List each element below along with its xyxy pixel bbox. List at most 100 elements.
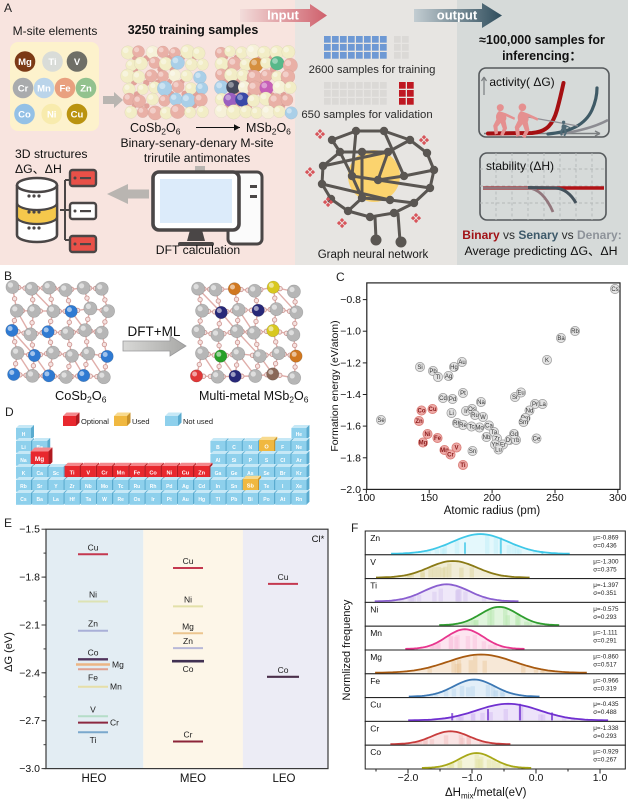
svg-text:Mg: Mg	[370, 652, 382, 662]
svg-text:Mn: Mn	[440, 448, 449, 454]
svg-text:−3.0: −3.0	[19, 763, 40, 775]
svg-text:3D structures: 3D structures	[15, 147, 87, 161]
svg-text:V: V	[454, 446, 458, 452]
svg-text:Re: Re	[117, 497, 124, 503]
svg-text:I: I	[282, 484, 284, 490]
svg-text:Te: Te	[264, 484, 270, 490]
svg-text:Hg: Hg	[198, 497, 205, 503]
svg-text:Binary-senary-denary M-site: Binary-senary-denary M-site	[120, 136, 273, 150]
svg-text:σ=0.488: σ=0.488	[593, 709, 617, 716]
svg-text:Se: Se	[377, 418, 385, 424]
svg-text:DFT+ML: DFT+ML	[128, 324, 181, 339]
svg-text:Ne: Ne	[296, 445, 303, 451]
svg-text:Xe: Xe	[296, 484, 302, 490]
svg-text:Ti: Ti	[90, 735, 97, 745]
svg-text:C: C	[232, 445, 236, 451]
svg-text:Cs: Cs	[611, 287, 618, 293]
svg-text:Tl: Tl	[216, 497, 221, 503]
svg-text:Nb: Nb	[483, 435, 491, 441]
svg-text:K: K	[22, 471, 26, 477]
svg-text:μ=-0.575: μ=-0.575	[593, 606, 619, 613]
svg-text:Os: Os	[134, 497, 141, 503]
svg-text:Cr: Cr	[110, 718, 119, 728]
svg-text:Cu: Cu	[88, 542, 99, 552]
svg-text:Co: Co	[18, 110, 31, 121]
svg-text:Mn: Mn	[110, 682, 122, 692]
svg-text:K: K	[545, 358, 549, 364]
svg-text:Ta: Ta	[491, 430, 498, 436]
svg-text:Po: Po	[263, 497, 269, 503]
svg-text:Cr: Cr	[18, 84, 29, 95]
svg-text:Ni: Ni	[167, 471, 173, 477]
svg-text:Cu: Cu	[278, 572, 289, 582]
svg-text:Sn: Sn	[231, 484, 237, 490]
svg-text:Ca: Ca	[485, 424, 493, 430]
svg-text:Fe: Fe	[134, 471, 141, 477]
svg-text:−1.2: −1.2	[340, 357, 361, 369]
svg-text:μ=-0.966: μ=-0.966	[593, 677, 619, 684]
svg-text:−2.4: −2.4	[19, 667, 40, 679]
svg-text:Ti: Ti	[460, 463, 466, 469]
svg-text:In: In	[216, 484, 220, 490]
svg-text:−1.0: −1.0	[462, 772, 483, 784]
svg-text:≈100,000 samples for: ≈100,000 samples for	[479, 33, 605, 47]
svg-text:MEO: MEO	[180, 773, 206, 785]
svg-text:S: S	[265, 458, 269, 464]
svg-text:Ni: Ni	[47, 110, 57, 121]
svg-text:Cl: Cl	[280, 458, 286, 464]
svg-text:−1.8: −1.8	[19, 572, 40, 584]
svg-text:Ge: Ge	[231, 471, 238, 477]
svg-text:V: V	[90, 704, 96, 714]
svg-text:Pb: Pb	[429, 369, 437, 375]
svg-text:−1.8: −1.8	[340, 452, 361, 464]
svg-text:250: 250	[546, 492, 564, 504]
svg-text:Rb: Rb	[20, 484, 27, 490]
svg-text:Zr: Zr	[70, 484, 75, 490]
svg-text:μ=-1.300: μ=-1.300	[593, 558, 619, 565]
svg-text:Zn: Zn	[370, 533, 380, 543]
svg-text:La: La	[539, 402, 546, 408]
svg-text:Ni: Ni	[184, 594, 192, 604]
svg-text:ΔG (eV): ΔG (eV)	[3, 632, 15, 672]
svg-text:Lu: Lu	[495, 448, 502, 454]
svg-text:−1.5: −1.5	[19, 524, 40, 536]
svg-text:Bi: Bi	[248, 497, 254, 503]
svg-text:D: D	[5, 405, 14, 419]
svg-text:Tb: Tb	[512, 438, 520, 444]
svg-text:Co: Co	[370, 747, 381, 757]
svg-text:Cr: Cr	[184, 729, 193, 739]
svg-text:Sc: Sc	[53, 471, 59, 477]
svg-text:output: output	[437, 8, 478, 23]
svg-text:Ru: Ru	[134, 484, 141, 490]
svg-text:Zn: Zn	[198, 471, 205, 477]
svg-text:−1.4: −1.4	[340, 389, 361, 401]
svg-text:Mg: Mg	[112, 660, 124, 670]
svg-text:150: 150	[420, 492, 438, 504]
svg-text:Graph neural network: Graph neural network	[318, 249, 429, 261]
svg-text:Zn: Zn	[88, 619, 98, 629]
svg-text:Used: Used	[132, 417, 150, 426]
svg-text:Tl: Tl	[436, 375, 441, 381]
svg-text:W: W	[102, 497, 107, 503]
svg-text:−0.8: −0.8	[340, 294, 361, 306]
svg-text:Re: Re	[459, 423, 467, 429]
svg-text:Mg: Mg	[35, 456, 44, 463]
svg-text:Input: Input	[267, 8, 299, 23]
svg-text:M-site elements: M-site elements	[13, 24, 98, 38]
svg-text:Cr: Cr	[370, 723, 379, 733]
svg-text:Sn: Sn	[469, 449, 476, 455]
svg-text:Cd: Cd	[439, 396, 447, 402]
svg-text:V: V	[74, 57, 81, 68]
svg-text:Dy: Dy	[506, 438, 513, 444]
svg-text:Fe: Fe	[370, 676, 380, 686]
svg-text:200: 200	[483, 492, 501, 504]
svg-text:σ=0.267: σ=0.267	[593, 757, 617, 764]
svg-text:Ba: Ba	[557, 336, 565, 342]
svg-text:Gd: Gd	[510, 432, 518, 438]
svg-text:Atomic radius (pm): Atomic radius (pm)	[444, 505, 541, 517]
svg-text:Fe: Fe	[59, 84, 70, 95]
svg-text:MSb2O6: MSb2O6	[246, 121, 291, 137]
svg-text:Pt: Pt	[460, 391, 466, 397]
svg-text:σ=0.293: σ=0.293	[593, 733, 617, 740]
svg-text:V: V	[370, 557, 376, 567]
